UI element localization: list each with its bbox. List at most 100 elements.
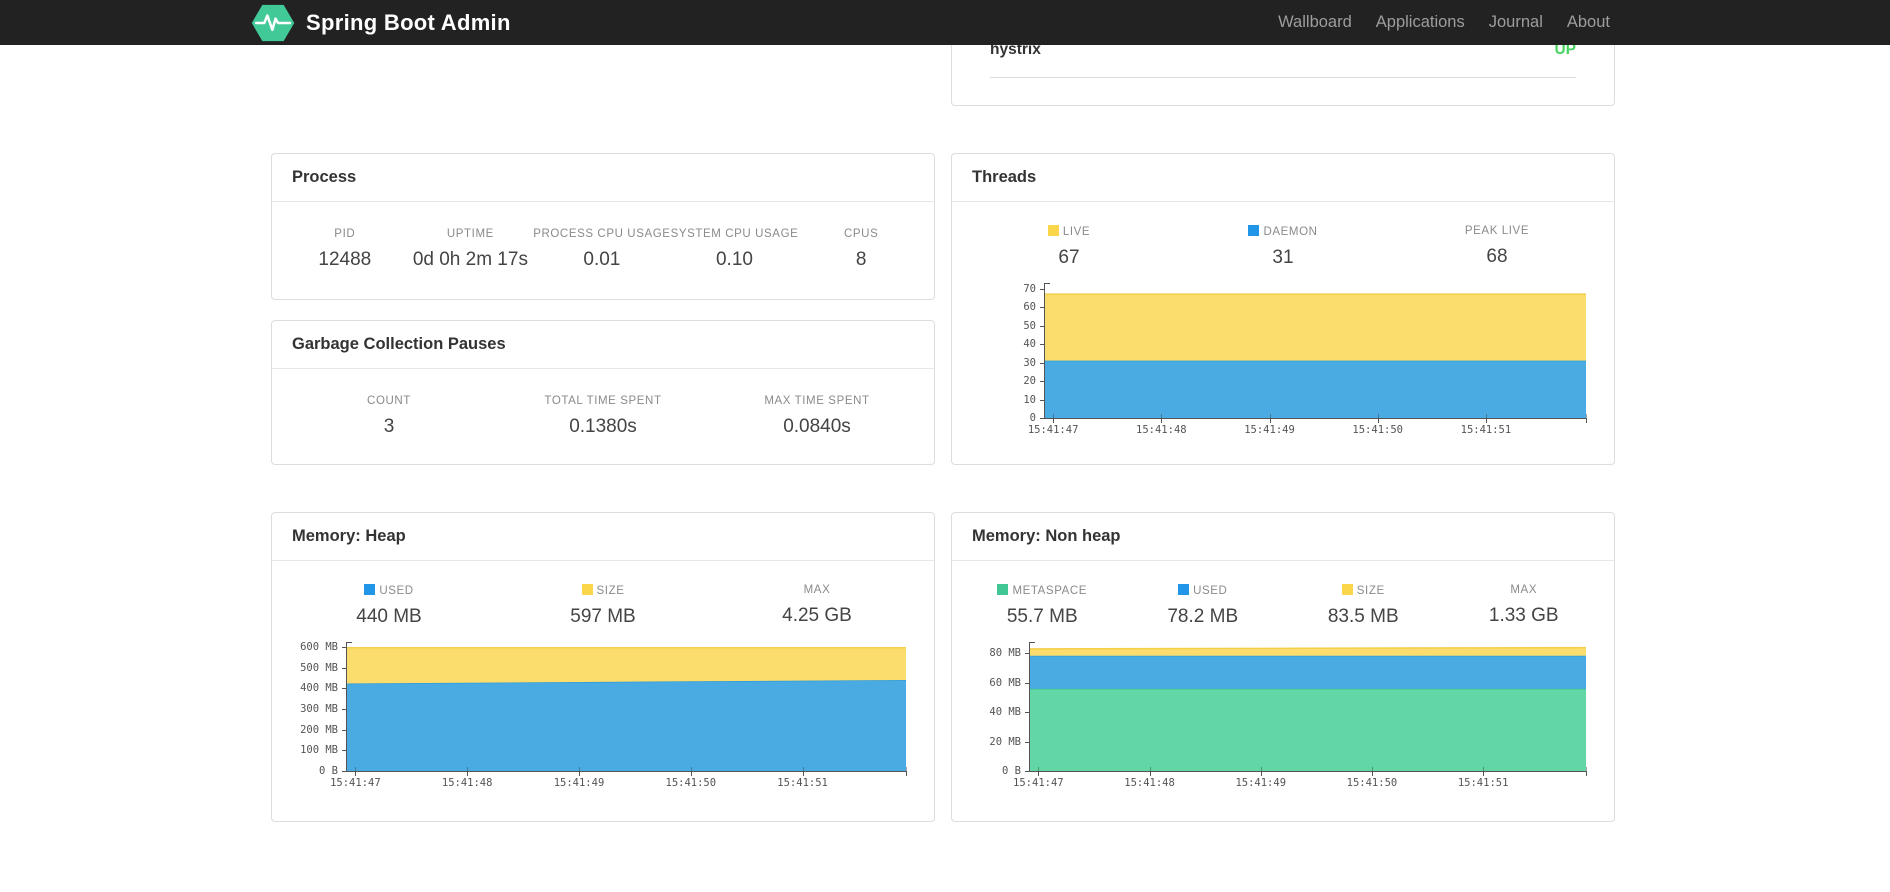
y-tick-label: 20 MB — [989, 735, 1021, 748]
stat-value: 597 MB — [570, 606, 636, 627]
y-tick-label: 60 — [1023, 301, 1036, 314]
stat-value: 8 — [855, 249, 867, 270]
stat-label: MAX — [803, 584, 831, 596]
y-tick-mark — [342, 771, 347, 772]
stat-cpus: CPUS 8 — [798, 228, 924, 271]
x-tick-label: 15:41:48 — [1136, 424, 1187, 436]
brand[interactable]: Spring Boot Admin — [250, 3, 511, 43]
stat-label: LIVE — [962, 225, 1176, 238]
status-badge: UP — [1554, 41, 1576, 58]
series-line-size — [1030, 648, 1586, 649]
x-tick-label: 15:41:50 — [1352, 424, 1403, 436]
x-tick-mark — [1269, 418, 1271, 423]
y-tick-label: 100 MB — [300, 744, 338, 757]
x-tick-notch — [1149, 767, 1151, 771]
y-tick-label: 0 — [1029, 412, 1036, 424]
x-tick-mark — [1149, 771, 1151, 776]
stat-daemon: DAEMON 31 — [1176, 225, 1390, 269]
chart-plot-area: 0 B 20 MB 40 MB 60 MB 80 MB 15:41:47 15:41:48 1… — [989, 642, 1587, 789]
y-tick-label: 20 — [1023, 375, 1036, 387]
threads-chart: 0 10 20 30 40 50 60 70 15:41:47 15:41:48 15:41:49 1… — [976, 273, 1590, 445]
process-card: Process PID 12488 UPTIME 0d 0h 2m 17s PROCES… — [271, 153, 935, 300]
y-tick-label: 50 — [1023, 319, 1036, 332]
y-tick-mark — [1040, 399, 1045, 401]
stat-label: CPUS — [844, 228, 879, 240]
x-tick-mark — [906, 771, 907, 776]
x-tick-mark — [1038, 771, 1040, 776]
stat-metaspace: METASPACE 55.7 MB — [962, 584, 1123, 628]
y-tick-label: 70 — [1023, 282, 1036, 295]
threads-card: Threads LIVE 67 DAEMON 31 PEAK LIVE 68 0 10 20 3… — [951, 153, 1615, 465]
nav-item-journal[interactable]: Journal — [1488, 13, 1543, 31]
x-tick-notch — [802, 767, 804, 771]
stat-label: PROCESS CPU USAGE — [533, 228, 671, 240]
stat-value: 55.7 MB — [1006, 606, 1078, 627]
y-axis-end-tick — [347, 642, 352, 643]
nav-item-wallboard[interactable]: Wallboard — [1278, 13, 1352, 31]
x-tick-mark — [1485, 418, 1487, 423]
stat-label: SIZE — [1283, 584, 1444, 597]
legend-swatch — [364, 584, 376, 595]
y-tick-label: 300 MB — [300, 703, 338, 716]
y-tick-label: 0 B — [319, 765, 338, 777]
x-tick-mark — [1377, 418, 1379, 423]
legend-swatch — [1341, 584, 1353, 595]
x-tick-mark — [578, 771, 580, 776]
x-tick-notch — [355, 767, 357, 771]
memory-heap-card: Memory: Heap USED 440 MB SIZE 597 MB MAX 4.25… — [271, 512, 935, 822]
x-tick-notch — [906, 767, 907, 771]
legend-swatch — [581, 584, 593, 595]
series-area-metaspace — [1030, 688, 1586, 771]
x-tick-mark — [467, 771, 469, 776]
stat-live: LIVE 67 — [962, 225, 1176, 269]
stat-size: SIZE 83.5 MB — [1283, 584, 1444, 628]
nav-item-applications[interactable]: Applications — [1375, 13, 1465, 31]
y-axis-end-tick — [1030, 642, 1035, 643]
stat-label: MAX TIME SPENT — [764, 395, 870, 407]
stat-peak-live: PEAK LIVE 68 — [1390, 225, 1604, 269]
y-tick-mark — [1025, 712, 1030, 714]
stat-value: 0.10 — [715, 249, 753, 270]
stat-label: SIZE — [496, 584, 710, 597]
x-tick-label: 15:41:50 — [665, 777, 717, 789]
x-tick-label: 15:41:47 — [330, 777, 381, 789]
stat-value: 0d 0h 2m 17s — [412, 249, 528, 270]
y-tick-mark — [1040, 344, 1045, 346]
process-card-title: Process — [272, 154, 934, 202]
y-tick-label: 60 MB — [989, 676, 1021, 689]
y-tick-label: 200 MB — [300, 723, 338, 736]
x-tick-label: 15:41:49 — [1235, 777, 1287, 789]
x-tick-notch — [1269, 414, 1271, 418]
stat-count: COUNT 3 — [282, 395, 496, 438]
y-tick-label: 500 MB — [300, 661, 338, 674]
series-area-size — [1030, 647, 1586, 656]
gc-card-title: Garbage Collection Pauses — [272, 321, 934, 369]
y-tick-mark — [342, 750, 347, 752]
x-tick-notch — [467, 767, 469, 771]
stat-max: MAX 4.25 GB — [710, 584, 924, 628]
y-tick-mark — [1040, 381, 1045, 382]
x-tick-label: 15:41:51 — [1460, 424, 1512, 436]
x-tick-label: 15:41:49 — [1244, 424, 1295, 436]
y-tick-label: 400 MB — [300, 682, 338, 695]
x-tick-label: 15:41:47 — [1013, 777, 1064, 789]
stat-size: SIZE 597 MB — [496, 584, 710, 628]
y-tick-mark — [1025, 741, 1030, 743]
legend-swatch — [1047, 225, 1059, 236]
process-stats: PID 12488 UPTIME 0d 0h 2m 17s PROCESS CPU US… — [272, 202, 934, 291]
x-tick-label: 15:41:48 — [441, 777, 493, 789]
x-tick-mark — [355, 771, 357, 776]
memory-nonheap-card: Memory: Non heap METASPACE 55.7 MB USED 78.… — [951, 512, 1615, 822]
y-tick-label: 600 MB — [300, 641, 338, 654]
y-tick-label: 80 MB — [989, 647, 1021, 660]
x-tick-notch — [1260, 767, 1262, 771]
y-tick-mark — [342, 688, 347, 690]
y-tick-mark — [1040, 418, 1045, 419]
x-tick-notch — [1483, 767, 1485, 771]
legend-swatch — [997, 584, 1009, 595]
nav-item-about[interactable]: About — [1566, 13, 1610, 31]
y-tick-mark — [1025, 682, 1030, 684]
stat-label: TOTAL TIME SPENT — [544, 395, 662, 407]
stat-label: SYSTEM CPU USAGE — [670, 228, 799, 240]
stat-value: 67 — [1058, 247, 1080, 268]
